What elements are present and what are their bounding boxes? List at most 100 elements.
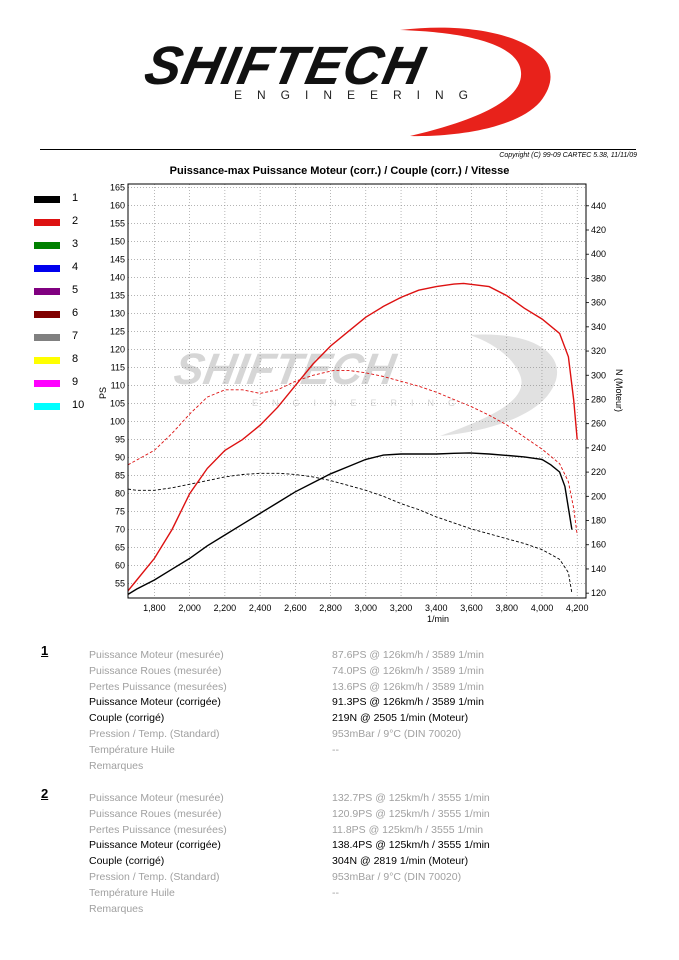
y2-tick-label: 220 (591, 467, 606, 477)
legend-swatch (34, 219, 60, 226)
legend-swatch (34, 380, 60, 387)
legend-label: 4 (72, 261, 79, 273)
legend-swatch (34, 403, 60, 410)
y-tick-label: 55 (115, 579, 125, 589)
legend-item-3: 3 (34, 238, 94, 252)
legend-swatch (34, 288, 60, 295)
result-label: Puissance Roues (mesurée) (89, 807, 222, 820)
y-tick-label: 160 (110, 201, 125, 211)
result-label: Puissance Roues (mesurée) (89, 664, 222, 677)
result-row: Pression / Temp. (Standard) 953mBar / 9°C… (89, 871, 649, 886)
result-row: Puissance Roues (mesurée) 120.9PS @ 125km… (89, 808, 649, 823)
y-tick-label: 120 (110, 345, 125, 355)
result-label: Pression / Temp. (Standard) (89, 871, 220, 883)
result-label: Remarques (89, 902, 144, 915)
y2-tick-label: 160 (591, 540, 606, 550)
result-value: 132.7PS @ 125km/h / 3555 1/min (332, 792, 490, 804)
legend-item-5: 5 (34, 284, 94, 298)
legend-item-7: 7 (34, 330, 94, 344)
result-block-number: 2 (41, 786, 49, 801)
y2-tick-label: 200 (591, 491, 606, 501)
legend-swatch (34, 357, 60, 364)
result-row: Puissance Moteur (corrigée) 91.3PS @ 126k… (89, 696, 649, 711)
legend-swatch (34, 242, 60, 249)
legend-swatch (34, 265, 60, 272)
y-tick-label: 70 (115, 525, 125, 535)
y2-tick-label: 180 (591, 516, 606, 526)
x-tick-label: 4,200 (566, 603, 589, 613)
legend-item-9: 9 (34, 376, 94, 390)
result-value: 138.4PS @ 125km/h / 3555 1/min (332, 839, 490, 852)
y2-tick-label: 340 (591, 322, 606, 332)
legend-label: 1 (72, 192, 79, 204)
result-label: Puissance Moteur (mesurée) (89, 792, 224, 804)
result-row: Puissance Moteur (mesurée) 87.6PS @ 126km… (89, 649, 649, 664)
series-2-power-line (127, 282, 578, 592)
logo-swoosh-icon (400, 27, 551, 137)
result-label: Pertes Puissance (mesurées) (89, 680, 227, 693)
result-row: Pertes Puissance (mesurées) 13.6PS @ 126k… (89, 681, 649, 696)
y2-tick-label: 260 (591, 419, 606, 429)
y2-tick-label: 320 (591, 346, 606, 356)
legend-swatch (34, 334, 60, 341)
copyright-text: Copyright (C) 99-09 CARTEC 5.38, 11/11/0… (499, 152, 637, 159)
header-rule (40, 149, 636, 150)
y2-axis-label: N (Moteur) (614, 369, 624, 412)
legend-label: 5 (72, 284, 79, 296)
result-label: Pertes Puissance (mesurées) (89, 823, 227, 836)
result-row: Pression / Temp. (Standard) 953mBar / 9°C… (89, 728, 649, 743)
y-tick-label: 140 (110, 273, 125, 283)
y2-tick-label: 120 (591, 588, 606, 598)
result-label: Puissance Moteur (mesurée) (89, 649, 224, 661)
legend-label: 10 (72, 399, 85, 411)
y-tick-label: 100 (110, 417, 125, 427)
y2-tick-label: 400 (591, 249, 606, 259)
y2-axis-ticks: 120 140 160 180 200 220 240 260 280 300 320 340 360 3… (586, 201, 606, 598)
result-value: 74.0PS @ 126km/h / 3589 1/min (332, 664, 484, 677)
result-value: 953mBar / 9°C (DIN 70020) (332, 728, 462, 740)
result-row: Remarques (89, 760, 649, 775)
result-value: 219N @ 2505 1/min (Moteur) (332, 712, 469, 725)
legend-item-8: 8 (34, 353, 94, 367)
plot-frame (127, 183, 587, 599)
result-label: Couple (corrigé) (89, 712, 165, 725)
x-axis-label: 1/min (427, 614, 449, 624)
y2-tick-label: 280 (591, 394, 606, 404)
y-tick-label: 125 (110, 327, 125, 337)
chart-grid (128, 184, 586, 598)
legend-label: 2 (72, 215, 79, 227)
y-tick-label: 145 (110, 255, 125, 265)
legend-label: 6 (72, 307, 79, 319)
y-tick-label: 115 (111, 363, 125, 373)
chart-title: Puissance-max Puissance Moteur (corr.) /… (169, 165, 510, 177)
y2-tick-label: 420 (591, 225, 606, 235)
result-row: Couple (corrigé) 304N @ 2819 1/min (Moteu… (89, 855, 649, 870)
result-value: -- (332, 743, 339, 756)
watermark-logo: SHIFTECH ENGINEERING (171, 334, 558, 436)
y-tick-label: 60 (115, 561, 125, 571)
legend-item-2: 2 (34, 215, 94, 229)
y2-tick-label: 300 (591, 370, 606, 380)
legend-label: 9 (72, 376, 79, 388)
y-tick-label: 130 (110, 309, 125, 319)
result-label: Remarques (89, 759, 144, 772)
y-tick-label: 135 (110, 291, 125, 301)
result-value: 87.6PS @ 126km/h / 3589 1/min (332, 649, 484, 661)
result-label: Température Huile (89, 743, 175, 756)
y-tick-label: 85 (115, 471, 125, 481)
result-row: Température Huile -- (89, 744, 649, 759)
legend-item-10: 10 (34, 399, 94, 413)
legend-label: 8 (72, 353, 79, 365)
legend-swatch (34, 311, 60, 318)
result-label: Puissance Moteur (corrigée) (89, 839, 221, 852)
result-row: Puissance Moteur (corrigée) 138.4PS @ 125… (89, 839, 649, 854)
series-1-torque-line (127, 472, 573, 594)
x-tick-label: 3,000 (355, 603, 378, 613)
y-tick-label: 165 (110, 183, 125, 193)
result-row: Puissance Moteur (mesurée) 132.7PS @ 125k… (89, 792, 649, 807)
result-value: 91.3PS @ 126km/h / 3589 1/min (332, 696, 484, 709)
legend-item-1: 1 (34, 192, 94, 206)
result-row: Remarques (89, 903, 649, 918)
x-tick-label: 2,600 (284, 603, 307, 613)
y2-tick-label: 380 (591, 273, 606, 283)
